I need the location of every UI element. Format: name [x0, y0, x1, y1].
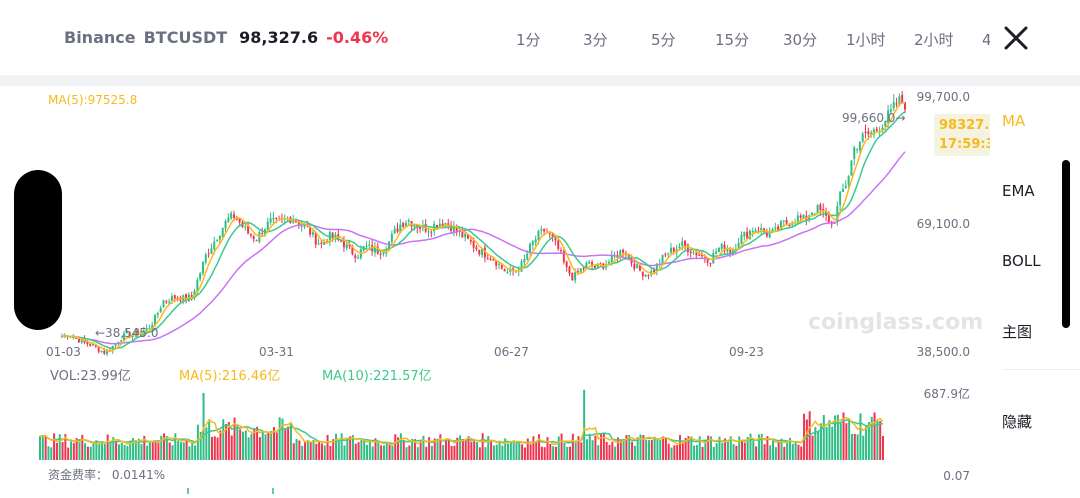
date-axis-tick: 01-03 — [46, 345, 81, 359]
volume-legend: VOL:23.99亿 MA(5):216.46亿 MA(10):221.57亿 — [50, 365, 432, 384]
date-axis-tick: 06-27 — [494, 345, 529, 359]
low-marker: ←38,545.0 — [95, 326, 159, 340]
vol-ma5: MA(5):216.46亿 — [179, 365, 322, 384]
ticker-info: Binance BTCUSDT 98,327.6 -0.46% — [64, 28, 388, 47]
price-axis-tick: 38,500.0 — [900, 345, 970, 359]
candlestick-canvas[interactable] — [0, 86, 990, 498]
close-button[interactable] — [1002, 24, 1030, 52]
occlusion-overlay — [14, 170, 62, 330]
sidebar-scrollbar[interactable] — [1062, 160, 1070, 328]
interval-tab[interactable]: 30分 — [783, 29, 817, 50]
interval-tab[interactable]: 5分 — [651, 29, 676, 50]
indicator-ema[interactable]: EMA — [1002, 182, 1035, 200]
interval-tab[interactable]: 4小时 — [982, 29, 990, 50]
indicator-sidebar: MA EMA BOLL 主图 隐藏 — [990, 86, 1080, 498]
funding-rate: 资金费率： 0.0141% — [48, 466, 165, 483]
price-axis-tick: 99,700.0 — [900, 90, 970, 104]
interval-tab[interactable]: 1小时 — [846, 29, 886, 50]
date-axis-tick: 03-31 — [259, 345, 294, 359]
app-root: Binance BTCUSDT 98,327.6 -0.46% 1分 3分 5分 15… — [0, 0, 1080, 498]
volume-axis-max: 687.9亿 — [900, 385, 970, 402]
high-marker: 99,660.0→ — [842, 111, 906, 125]
hide-option[interactable]: 隐藏 — [1002, 411, 1032, 432]
sidebar-divider — [1002, 369, 1080, 370]
main-chart-option[interactable]: 主图 — [1002, 321, 1032, 342]
interval-tab[interactable]: 2小时 — [914, 29, 954, 50]
last-price: 98,327.6 — [239, 28, 318, 47]
indicator-ma[interactable]: MA — [1002, 112, 1025, 130]
close-icon — [1002, 24, 1030, 52]
funding-axis-label: 0.07 — [900, 469, 970, 483]
date-axis-tick: 09-23 — [729, 345, 764, 359]
watermark: coinglass.com — [808, 310, 983, 335]
price-axis-tick: 69,100.0 — [900, 217, 970, 231]
interval-tab[interactable]: 15分 — [715, 29, 749, 50]
header: Binance BTCUSDT 98,327.6 -0.46% 1分 3分 5分 15… — [0, 0, 1080, 75]
symbol-name[interactable]: BTCUSDT — [144, 28, 228, 47]
interval-tab[interactable]: 1分 — [516, 29, 541, 50]
vol-value: VOL:23.99亿 — [50, 365, 179, 384]
ma-legend: MA(5):97525.8 — [48, 93, 137, 107]
exchange-name: Binance — [64, 28, 136, 47]
interval-tabs: 1分 3分 5分 15分 30分 1小时 2小时 4小时 — [500, 29, 990, 51]
price-chart[interactable]: MA(5):97525.8 99,700.0 69,100.0 38,500.0 0… — [0, 86, 990, 498]
header-separator — [0, 75, 1080, 86]
price-change: -0.46% — [326, 28, 388, 47]
indicator-boll[interactable]: BOLL — [1002, 252, 1041, 270]
vol-ma10: MA(10):221.57亿 — [322, 365, 432, 384]
interval-tab[interactable]: 3分 — [583, 29, 608, 50]
